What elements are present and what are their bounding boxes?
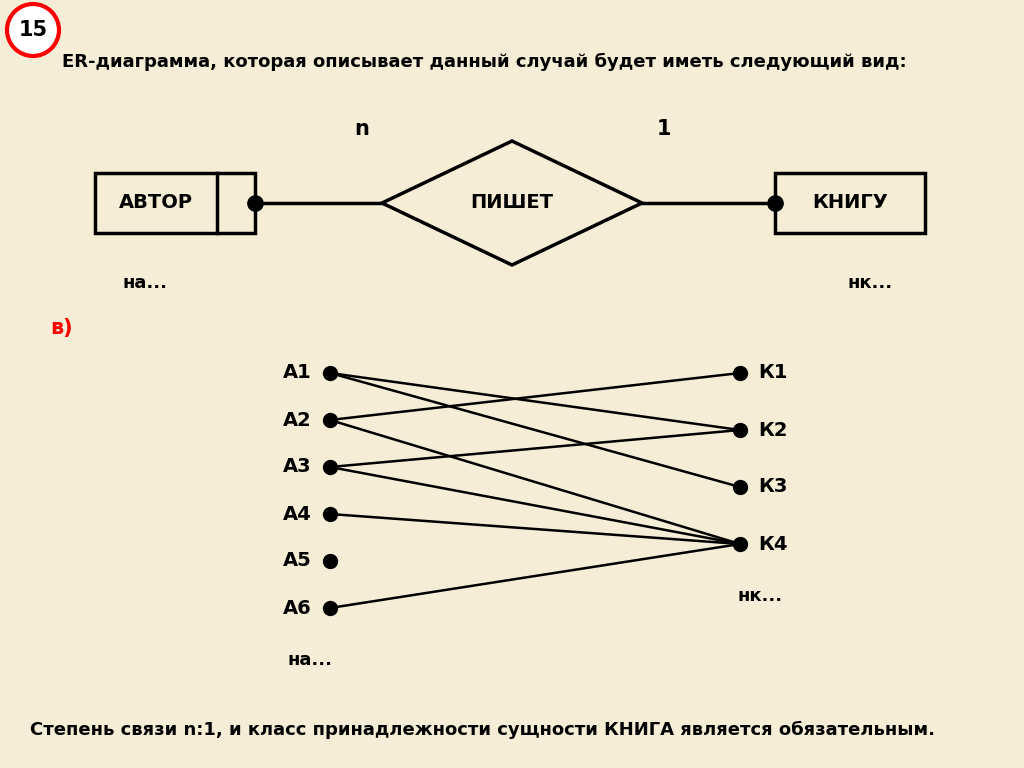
- Text: 1: 1: [656, 119, 672, 139]
- Text: нк...: нк...: [737, 587, 782, 605]
- Circle shape: [7, 4, 59, 56]
- Text: 15: 15: [18, 20, 47, 40]
- Text: нк...: нк...: [848, 274, 893, 292]
- Text: А4: А4: [284, 505, 312, 524]
- Text: А1: А1: [284, 363, 312, 382]
- Text: на...: на...: [288, 651, 333, 669]
- Text: ПИШЕТ: ПИШЕТ: [470, 194, 554, 213]
- Bar: [95, 173, 255, 233]
- Text: Степень связи n:1, и класс принадлежности сущности КНИГА является обязательным.: Степень связи n:1, и класс принадлежност…: [30, 721, 935, 739]
- Text: КНИГУ: КНИГУ: [812, 194, 888, 213]
- Bar: [775, 173, 925, 233]
- Text: К4: К4: [758, 535, 787, 554]
- Text: К1: К1: [758, 363, 787, 382]
- Text: А2: А2: [284, 411, 312, 429]
- Text: ER-диаграмма, которая описывает данный случай будет иметь следующий вид:: ER-диаграмма, которая описывает данный с…: [62, 53, 906, 71]
- Text: А5: А5: [284, 551, 312, 571]
- Text: АВТОР: АВТОР: [119, 194, 193, 213]
- Text: n: n: [354, 119, 370, 139]
- Text: К2: К2: [758, 421, 787, 439]
- Text: К3: К3: [758, 478, 787, 496]
- Text: А3: А3: [284, 458, 312, 476]
- Text: в): в): [50, 318, 73, 338]
- Polygon shape: [382, 141, 642, 265]
- Text: на...: на...: [123, 274, 168, 292]
- Text: А6: А6: [284, 598, 312, 617]
